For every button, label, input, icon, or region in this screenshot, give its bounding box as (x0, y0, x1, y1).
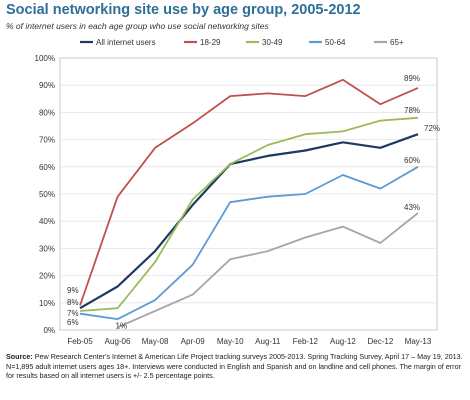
series-lines (79, 78, 419, 329)
y-tick-label: 10% (39, 299, 55, 308)
series-line-30-49 (79, 116, 419, 312)
y-tick-label: 20% (39, 272, 55, 281)
x-axis: Feb-05 Aug-06 May-08 Apr-09 May-10 Aug-11 Feb-… (67, 337, 432, 346)
end-data-label: 72% (424, 124, 440, 133)
start-data-label: 8% (67, 298, 79, 307)
chart-subtitle: % of internet users in each age group wh… (6, 21, 269, 31)
y-axis: 0% 10% 20% 30% 40% 50% 60% 70% 80% 90% 100% (35, 54, 55, 335)
y-tick-label: 60% (39, 163, 55, 172)
x-tick-label: Feb-12 (293, 337, 319, 346)
end-data-label: 89% (404, 74, 420, 83)
x-tick-label: Apr-09 (181, 337, 206, 346)
y-tick-label: 0% (43, 326, 55, 335)
y-tick-label: 70% (39, 136, 55, 145)
series-line-all-internet-users (79, 133, 419, 310)
y-tick-label: 100% (35, 54, 55, 63)
start-data-label: 7% (67, 309, 79, 318)
start-data-label: 6% (67, 318, 79, 327)
x-tick-label: Aug-11 (255, 337, 281, 346)
source-note: Source: Pew Research Center's Internet &… (6, 352, 466, 381)
x-tick-label: Dec-12 (368, 337, 394, 346)
data-labels: 9% 8% 7%6% 1% 89% 78% 72% 60% 43% (67, 74, 440, 330)
legend-label: 30-49 (262, 38, 283, 47)
series-line-18-29 (79, 78, 419, 306)
source-text: Pew Research Center's Internet & America… (6, 352, 463, 381)
line-chart: All internet users 18-29 30-49 50-64 65+ 0% 1… (35, 38, 440, 346)
x-tick-label: May-10 (217, 337, 244, 346)
chart-title: Social networking site use by age group,… (6, 2, 361, 18)
end-data-label: 43% (404, 203, 420, 212)
legend: All internet users 18-29 30-49 50-64 65+ (80, 38, 404, 47)
end-data-label: 60% (404, 156, 420, 165)
gridlines (60, 84, 437, 304)
y-tick-label: 30% (39, 244, 55, 253)
y-tick-label: 80% (39, 108, 55, 117)
end-data-label: 78% (404, 106, 420, 115)
legend-label: 18-29 (200, 38, 221, 47)
x-tick-label: May-13 (405, 337, 432, 346)
x-tick-label: May-08 (142, 337, 169, 346)
legend-label: 65+ (390, 38, 404, 47)
legend-label: 50-64 (325, 38, 346, 47)
series-line-65- (117, 212, 419, 329)
legend-label: All internet users (96, 38, 156, 47)
start-data-label: 9% (67, 286, 79, 295)
series-line-50-64 (79, 166, 419, 320)
y-tick-label: 90% (39, 81, 55, 90)
y-tick-label: 50% (39, 190, 55, 199)
x-tick-label: Aug-12 (330, 337, 356, 346)
x-tick-label: Feb-05 (67, 337, 93, 346)
extra-data-label: 1% (116, 321, 128, 330)
source-label: Source: (6, 352, 33, 361)
y-tick-label: 40% (39, 217, 55, 226)
x-tick-label: Aug-06 (105, 337, 131, 346)
